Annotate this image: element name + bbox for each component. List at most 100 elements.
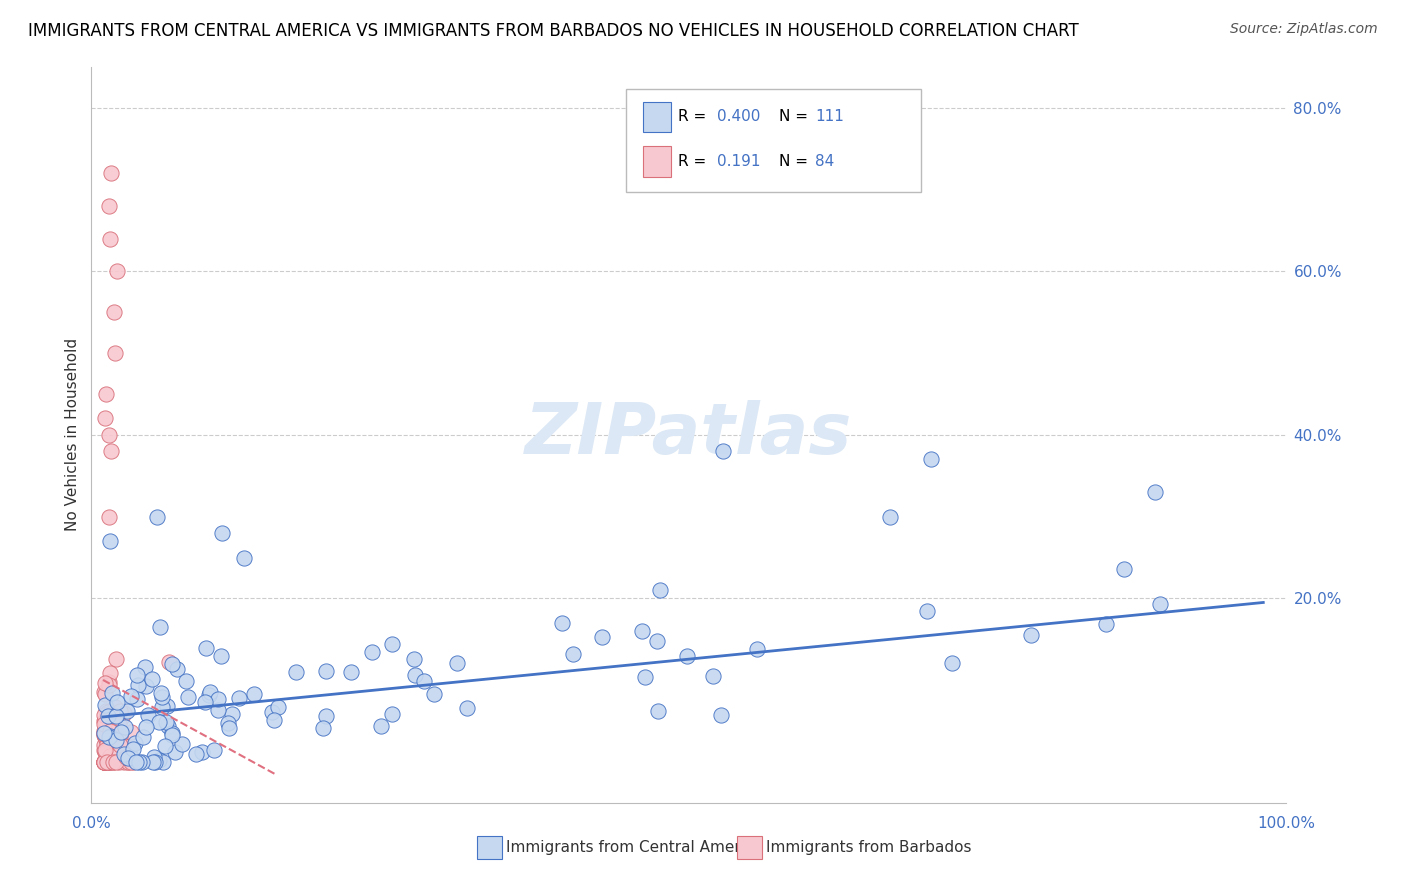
- Point: [108, 729, 131, 743]
- Point: [96, 732, 118, 747]
- Point: [108, 738, 131, 752]
- Point: [381, 707, 404, 722]
- Text: N =: N =: [779, 154, 813, 169]
- Point: [702, 669, 724, 683]
- Point: [267, 699, 290, 714]
- Point: [160, 725, 183, 739]
- Point: [97, 199, 120, 213]
- Point: [381, 637, 404, 651]
- Point: [211, 525, 233, 540]
- Point: [131, 755, 153, 769]
- Point: [315, 664, 337, 678]
- Point: [98, 748, 121, 763]
- Point: [1143, 485, 1166, 500]
- Point: [647, 634, 669, 648]
- Point: [93, 755, 115, 769]
- Point: [94, 730, 117, 744]
- Point: [98, 729, 121, 743]
- Point: [98, 427, 121, 442]
- Point: [108, 704, 131, 718]
- Point: [101, 755, 124, 769]
- Point: [105, 754, 128, 768]
- Point: [103, 305, 125, 319]
- Point: [128, 755, 150, 769]
- Point: [186, 747, 208, 761]
- Point: [105, 732, 128, 747]
- Point: [148, 714, 170, 729]
- Point: [94, 714, 117, 728]
- Point: [879, 509, 901, 524]
- Point: [127, 668, 149, 682]
- Point: [177, 690, 200, 704]
- Text: 84: 84: [815, 154, 835, 169]
- Point: [209, 649, 232, 664]
- Point: [105, 652, 128, 666]
- Point: [103, 725, 125, 739]
- Point: [446, 657, 468, 671]
- Y-axis label: No Vehicles in Household: No Vehicles in Household: [65, 338, 80, 532]
- Point: [176, 673, 198, 688]
- Point: [920, 452, 942, 467]
- Point: [96, 737, 118, 751]
- Point: [412, 673, 434, 688]
- Point: [591, 631, 613, 645]
- Point: [93, 726, 115, 740]
- Point: [915, 604, 938, 618]
- Point: [132, 730, 155, 744]
- Point: [98, 723, 121, 738]
- Point: [96, 704, 118, 718]
- Point: [647, 704, 669, 718]
- Point: [117, 705, 139, 719]
- Point: [120, 755, 142, 769]
- Point: [105, 264, 128, 278]
- Point: [142, 750, 165, 764]
- Point: [142, 755, 165, 769]
- Point: [93, 755, 115, 769]
- Point: [93, 685, 115, 699]
- Point: [96, 740, 118, 755]
- Point: [149, 686, 172, 700]
- Point: [94, 698, 117, 712]
- Text: ZIPatlas: ZIPatlas: [526, 401, 852, 469]
- Point: [94, 745, 117, 759]
- Point: [117, 755, 139, 769]
- Point: [145, 509, 167, 524]
- Point: [97, 709, 120, 723]
- Point: [111, 739, 134, 754]
- Point: [93, 707, 115, 722]
- Text: Source: ZipAtlas.com: Source: ZipAtlas.com: [1230, 22, 1378, 37]
- Point: [93, 726, 115, 740]
- Point: [127, 691, 149, 706]
- Point: [93, 728, 115, 742]
- Point: [98, 755, 121, 769]
- Point: [93, 755, 115, 769]
- Point: [243, 687, 266, 701]
- Point: [155, 714, 177, 729]
- Point: [93, 726, 115, 740]
- Point: [148, 753, 170, 767]
- Text: N =: N =: [779, 110, 813, 124]
- Text: 111: 111: [815, 110, 845, 124]
- Point: [340, 665, 363, 679]
- Point: [150, 690, 173, 704]
- Point: [315, 709, 337, 723]
- Text: Immigrants from Barbados: Immigrants from Barbados: [766, 840, 972, 855]
- Point: [114, 721, 136, 735]
- Point: [104, 729, 127, 743]
- Point: [117, 755, 139, 769]
- Point: [156, 698, 179, 713]
- Point: [197, 688, 219, 702]
- Point: [98, 735, 121, 749]
- Point: [1114, 562, 1136, 576]
- Point: [98, 755, 121, 769]
- Point: [160, 728, 183, 742]
- Point: [157, 655, 180, 669]
- Point: [160, 657, 183, 671]
- Point: [120, 724, 142, 739]
- Point: [152, 755, 174, 769]
- Point: [93, 755, 115, 769]
- Point: [98, 742, 121, 756]
- Point: [105, 715, 128, 730]
- Point: [105, 695, 128, 709]
- Point: [221, 707, 243, 722]
